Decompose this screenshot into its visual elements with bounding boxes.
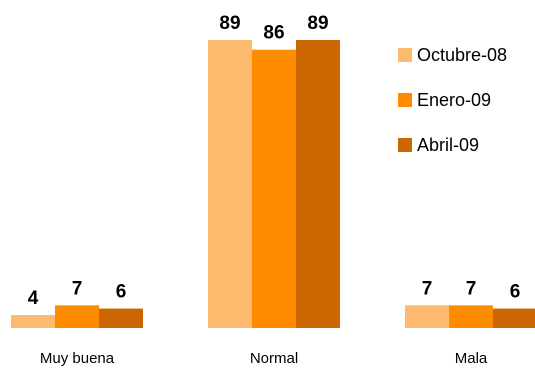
category-label-muy-buena: Muy buena bbox=[40, 350, 115, 367]
legend-swatch-abril-09 bbox=[398, 138, 412, 152]
legend: Octubre-08 Enero-09 Abril-09 bbox=[398, 45, 507, 155]
bar-mala-enero-09 bbox=[449, 305, 493, 328]
data-label-muy-buena-abril-09: 6 bbox=[116, 282, 127, 303]
category-labels-group: Muy buena Normal Mala bbox=[40, 350, 488, 367]
data-label-muy-buena-enero-09: 7 bbox=[72, 278, 83, 299]
data-label-normal-octubre-08: 89 bbox=[219, 13, 240, 34]
bar-mala-octubre-08 bbox=[405, 305, 449, 328]
bar-muy-buena-abril-09 bbox=[99, 308, 143, 328]
data-label-muy-buena-octubre-08: 4 bbox=[28, 288, 39, 309]
bar-muy-buena-enero-09 bbox=[55, 305, 99, 328]
data-labels-group: 4 7 6 89 86 89 7 7 6 bbox=[28, 13, 521, 309]
category-label-normal: Normal bbox=[250, 350, 298, 367]
legend-swatch-enero-09 bbox=[398, 93, 412, 107]
bar-normal-octubre-08 bbox=[208, 40, 252, 328]
data-label-mala-enero-09: 7 bbox=[466, 278, 477, 299]
bars-group bbox=[11, 40, 535, 329]
data-label-normal-abril-09: 89 bbox=[307, 13, 328, 34]
category-label-mala: Mala bbox=[455, 350, 488, 367]
data-label-normal-enero-09: 86 bbox=[263, 23, 284, 44]
bar-mala-abril-09 bbox=[493, 308, 535, 328]
legend-label-octubre-08: Octubre-08 bbox=[417, 45, 507, 65]
legend-label-abril-09: Abril-09 bbox=[417, 135, 479, 155]
legend-label-enero-09: Enero-09 bbox=[417, 90, 491, 110]
bar-muy-buena-octubre-08 bbox=[11, 315, 55, 328]
data-label-mala-octubre-08: 7 bbox=[422, 278, 433, 299]
legend-swatch-octubre-08 bbox=[398, 48, 412, 62]
data-label-mala-abril-09: 6 bbox=[510, 282, 521, 303]
bar-normal-enero-09 bbox=[252, 49, 296, 329]
bar-normal-abril-09 bbox=[296, 40, 340, 328]
